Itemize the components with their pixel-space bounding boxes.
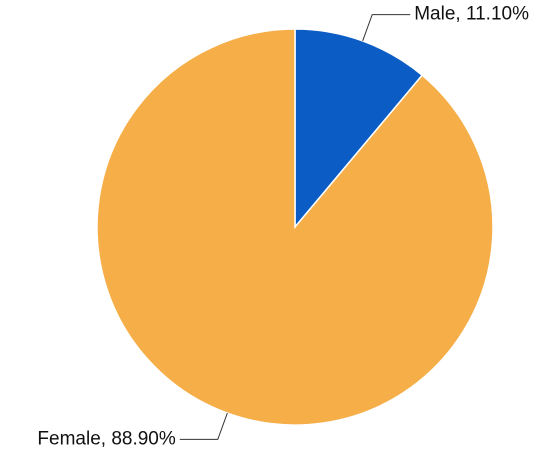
leader-line <box>179 412 228 440</box>
pie-slice <box>294 28 424 230</box>
leader-line <box>362 14 411 42</box>
slice-label: Female, 88.90% <box>37 428 175 449</box>
slice-label: Male, 11.10% <box>414 4 529 25</box>
pie-slice <box>96 28 494 426</box>
